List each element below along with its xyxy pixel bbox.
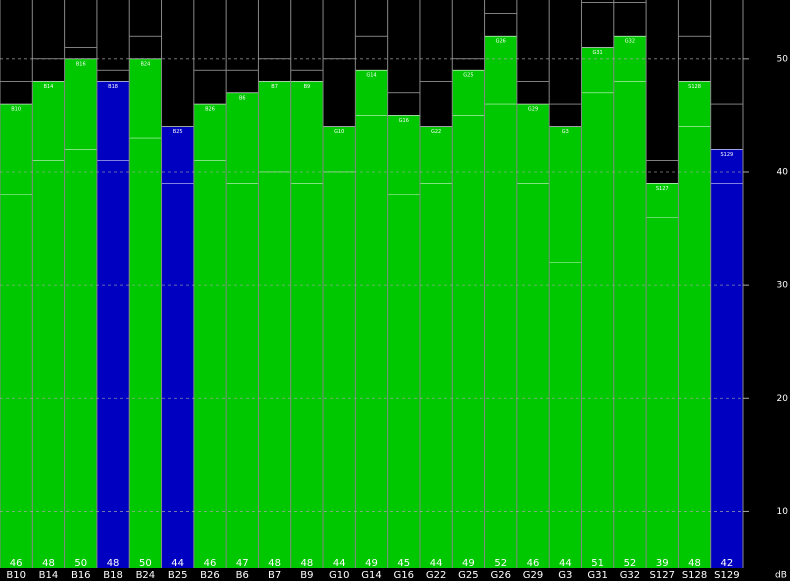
x-tick-label: B26 (200, 570, 220, 581)
bar-name: B9 (304, 84, 311, 90)
bar (516, 104, 550, 569)
x-tick-label: B10 (6, 570, 26, 581)
value-label: 45 (397, 558, 410, 569)
bar (355, 70, 388, 568)
value-label: 51 (591, 558, 604, 569)
x-tick-label: S128 (682, 570, 707, 581)
bar-name: B6 (239, 95, 246, 101)
x-tick-label: G3 (558, 570, 572, 581)
x-tick-label: G26 (490, 570, 510, 581)
value-label: 50 (139, 558, 152, 569)
bar-name: G32 (625, 39, 635, 45)
bar (646, 183, 679, 568)
value-label: 44 (559, 558, 572, 569)
bar-name: G3 (562, 129, 569, 135)
bar (452, 70, 485, 568)
bar-name: G10 (334, 129, 344, 135)
bar (193, 104, 227, 569)
bar (290, 81, 324, 569)
value-label: 48 (42, 558, 55, 569)
bar (710, 149, 743, 568)
x-tick-label: B16 (71, 570, 91, 581)
bar (484, 36, 517, 569)
x-tick-label: G16 (394, 570, 414, 581)
value-label: 49 (462, 558, 475, 569)
value-label: 48 (107, 558, 120, 569)
value-label: 42 (720, 558, 733, 569)
y-tick-label: 10 (777, 507, 789, 517)
x-tick-label: B7 (268, 570, 281, 581)
bar-name: B25 (173, 129, 183, 135)
bar (129, 58, 162, 568)
bar-name: G14 (366, 73, 376, 79)
x-tick-label: B18 (103, 570, 123, 581)
x-tick-label: B24 (136, 570, 156, 581)
y-tick-label: 40 (777, 167, 789, 177)
bar (323, 126, 356, 568)
value-label: 44 (430, 558, 443, 569)
value-label: 50 (74, 558, 87, 569)
bar (581, 47, 614, 568)
value-label: 48 (301, 558, 314, 569)
bar (258, 81, 291, 569)
bar-name: G31 (593, 50, 603, 56)
x-tick-label: B14 (39, 570, 59, 581)
bar (387, 115, 420, 568)
bar-name: S129 (720, 152, 733, 158)
bar (419, 126, 453, 568)
value-label: 48 (268, 558, 281, 569)
value-label: 39 (656, 558, 669, 569)
bar (613, 36, 647, 569)
x-tick-label: G22 (426, 570, 446, 581)
bar (32, 81, 65, 569)
x-tick-label: G14 (361, 570, 381, 581)
bar (226, 92, 259, 568)
y-tick-label: 50 (777, 54, 789, 64)
bar-name: B26 (205, 107, 215, 113)
bar-name: B18 (108, 84, 118, 90)
x-tick-label: G29 (523, 570, 543, 581)
bar (678, 81, 711, 569)
bar-name: G25 (463, 73, 473, 79)
bar (96, 81, 130, 569)
bar (549, 126, 582, 568)
bar-name: S127 (656, 186, 669, 192)
x-tick-label: B25 (168, 570, 188, 581)
x-tick-label: B6 (236, 570, 249, 581)
value-label: 46 (527, 558, 540, 569)
y-tick-label: 30 (777, 281, 789, 291)
value-label: 46 (10, 558, 23, 569)
value-label: 49 (365, 558, 378, 569)
bar-name: B7 (271, 84, 278, 90)
bar-name: B24 (140, 61, 150, 67)
value-label: 46 (204, 558, 217, 569)
bar-name: G29 (528, 107, 538, 113)
bar-name: G26 (496, 39, 506, 45)
y-tick-label: 20 (777, 394, 789, 404)
x-tick-label: B9 (300, 570, 313, 581)
bar-name: G22 (431, 129, 441, 135)
x-tick-label: G31 (587, 570, 607, 581)
value-label: 44 (171, 558, 184, 569)
bar (0, 104, 33, 569)
bar-name: B16 (76, 61, 86, 67)
value-label: 47 (236, 558, 249, 569)
x-tick-label: S127 (650, 570, 675, 581)
x-tick-label: S129 (714, 570, 739, 581)
bar-name: S128 (688, 84, 701, 90)
bar-name: B10 (11, 107, 21, 113)
value-label: 44 (333, 558, 346, 569)
bar (161, 126, 194, 568)
bar-name: G16 (399, 118, 409, 124)
x-tick-label: G25 (458, 570, 478, 581)
x-tick-label: G32 (620, 570, 640, 581)
unit-label: dB (775, 571, 787, 581)
x-tick-label: G10 (329, 570, 349, 581)
value-label: 52 (494, 558, 507, 569)
value-label: 52 (624, 558, 637, 569)
bar-name: B14 (44, 84, 54, 90)
bar (64, 58, 97, 568)
value-label: 48 (688, 558, 701, 569)
